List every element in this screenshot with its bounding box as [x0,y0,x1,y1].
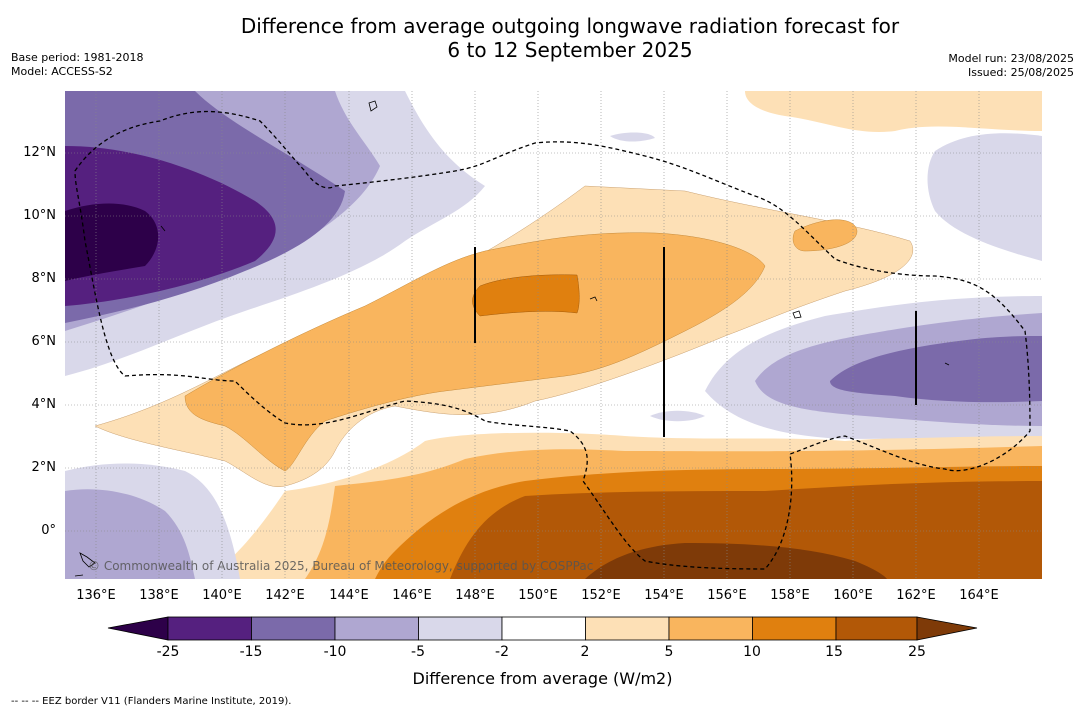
colorbar-tick-7: 10 [743,644,761,660]
x-tick-150: 150°E [518,588,558,603]
x-tick-146: 146°E [392,588,432,603]
y-tick-0: 0° [41,523,56,538]
eez-footnote: -- -- -- EEZ border V11 (Flanders Marine… [11,696,292,707]
colorbar-extend-low [107,616,169,641]
base-period: Base period: 1981-2018 [11,51,144,64]
contour-minus25-west [65,203,159,281]
x-tick-144: 144°E [329,588,369,603]
x-tick-138: 138°E [139,588,179,603]
x-tick-160: 160°E [833,588,873,603]
contour-minus2-minus5-ne [927,133,1042,261]
colorbar-tick-5: 2 [580,644,590,660]
x-tick-156: 156°E [707,588,747,603]
colorbar [107,616,978,641]
x-tick-148: 148°E [455,588,495,603]
olr-anomaly-map [65,91,1042,579]
islands [74,100,950,577]
contour-minus10-minus15-east [830,336,1042,403]
graticule [65,91,1042,579]
x-tick-158: 158°E [770,588,810,603]
issued-date: Issued: 25/08/2025 [967,66,1074,79]
colorbar-bin-3 [334,616,419,641]
colorbar-bin-4 [418,616,503,641]
colorbar-label: Difference from average (W/m2) [412,669,673,688]
contour-5-10 [184,232,766,472]
vertical-markers [474,247,917,437]
y-tick-8n: 8°N [31,271,57,286]
model-run: Model run: 23/08/2025 [948,52,1074,65]
copyright-notice: © Commonwealth of Australia 2025, Bureau… [88,559,594,573]
colorbar-extend-high [916,616,978,641]
contour-minus2-top [610,132,655,142]
title-line-1: Difference from average outgoing longwav… [240,14,900,38]
colorbar-tick-9: 25 [908,644,926,660]
x-tick-152: 152°E [581,588,621,603]
contour-minus5-minus10-sw [65,489,195,579]
x-tick-164: 164°E [959,588,999,603]
colorbar-bin-8 [752,616,837,641]
colorbar-bin-6 [585,616,670,641]
meta-right: Model run: 23/08/2025 Issued: 25/08/2025 [948,52,1074,80]
x-tick-154: 154°E [644,588,684,603]
model-name: Model: ACCESS-S2 [11,65,113,78]
y-tick-12n: 12°N [23,145,56,160]
y-tick-2n: 2°N [31,460,57,475]
meta-left: Base period: 1981-2018 Model: ACCESS-S2 [11,51,143,79]
colorbar-tick-6: 5 [664,644,674,660]
colorbar-bin-9 [835,616,918,641]
colorbar-bin-7 [668,616,753,641]
y-tick-10n: 10°N [23,208,56,223]
colorbar-tick-8: 15 [825,644,843,660]
y-tick-6n: 6°N [31,334,57,349]
contour-5-10-ne [792,219,858,252]
x-tick-136: 136°E [76,588,116,603]
x-tick-140: 140°E [202,588,242,603]
colorbar-tick-2: -10 [323,644,347,660]
contour-2-5-top-right [745,91,1042,133]
x-tick-142: 142°E [265,588,305,603]
colorbar-tick-1: -15 [239,644,263,660]
colorbar-bin-2 [251,616,336,641]
colorbar-tick-3: -5 [411,644,425,660]
colorbar-tick-4: -2 [495,644,509,660]
colorbar-bin-1 [167,616,252,641]
colorbar-tick-0: -25 [156,644,180,660]
map-title: Difference from average outgoing longwav… [0,14,1085,62]
contour-25-plus [585,543,887,579]
y-tick-4n: 4°N [31,397,57,412]
x-tick-162: 162°E [896,588,936,603]
title-line-2: 6 to 12 September 2025 [447,38,693,62]
colorbar-bin-5 [501,616,586,641]
eez-border [74,110,1031,570]
contour-15-25 [450,481,1042,579]
